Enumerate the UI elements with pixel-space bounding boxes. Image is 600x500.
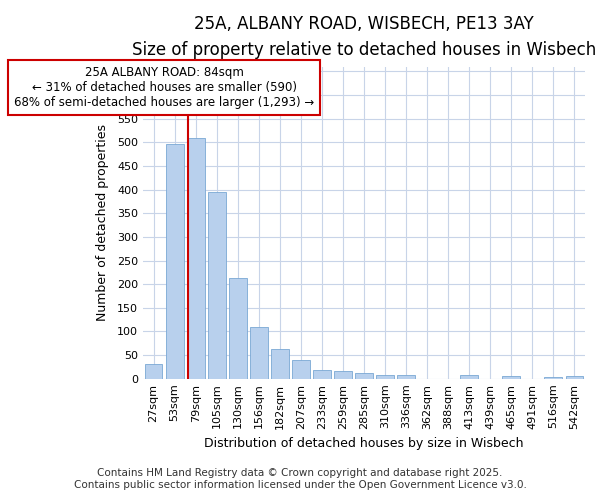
Bar [292, 360, 310, 379]
Bar [502, 376, 520, 379]
Y-axis label: Number of detached properties: Number of detached properties [95, 124, 109, 321]
Title: 25A, ALBANY ROAD, WISBECH, PE13 3AY
Size of property relative to detached houses: 25A, ALBANY ROAD, WISBECH, PE13 3AY Size… [132, 15, 596, 60]
Bar [376, 374, 394, 379]
Bar [544, 378, 562, 379]
Bar [397, 374, 415, 379]
Text: Contains HM Land Registry data © Crown copyright and database right 2025.
Contai: Contains HM Land Registry data © Crown c… [74, 468, 526, 490]
X-axis label: Distribution of detached houses by size in Wisbech: Distribution of detached houses by size … [204, 437, 524, 450]
Bar [355, 372, 373, 379]
Bar [271, 350, 289, 379]
Bar [166, 144, 184, 379]
Text: 25A ALBANY ROAD: 84sqm
← 31% of detached houses are smaller (590)
68% of semi-de: 25A ALBANY ROAD: 84sqm ← 31% of detached… [14, 66, 314, 110]
Bar [187, 138, 205, 379]
Bar [313, 370, 331, 379]
Bar [208, 192, 226, 379]
Bar [334, 371, 352, 379]
Bar [250, 327, 268, 379]
Bar [460, 375, 478, 379]
Bar [145, 364, 163, 379]
Bar [229, 278, 247, 379]
Bar [566, 376, 583, 379]
